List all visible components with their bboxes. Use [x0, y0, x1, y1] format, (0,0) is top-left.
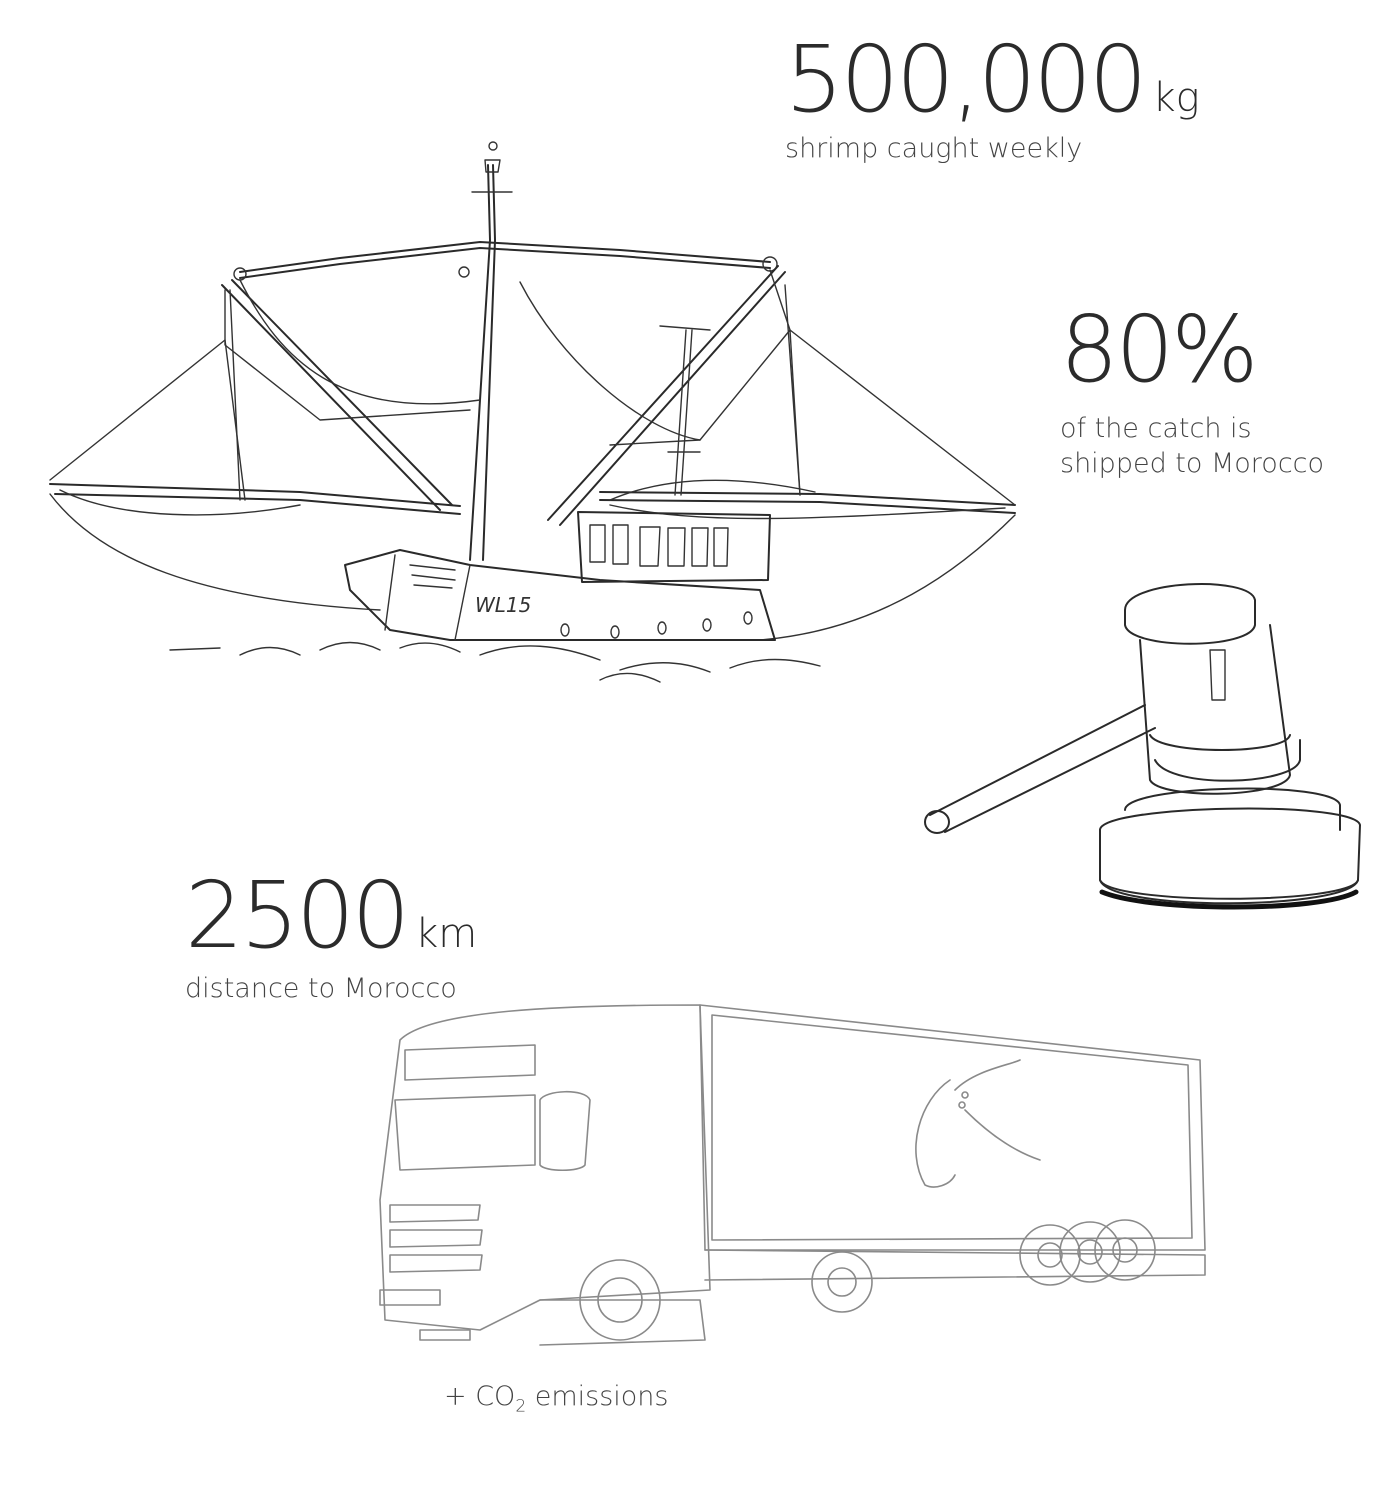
stat-export-caption-2: shipped to Morocco — [1060, 447, 1325, 479]
stat-catch: 500,000 kg shrimp caught weekly — [785, 34, 1200, 167]
emissions-subscript: 2 — [515, 1396, 527, 1417]
emissions-caption: + CO2 emissions — [444, 1380, 668, 1418]
stat-distance-unit: km — [415, 911, 478, 957]
stat-catch-caption: shrimp caught weekly — [785, 133, 1083, 164]
emissions-prefix: + CO — [444, 1381, 516, 1412]
stat-distance-value: 2500 — [185, 862, 410, 969]
stat-catch-value-row: 500,000 kg — [785, 34, 1200, 126]
stat-catch-unit: kg — [1152, 75, 1200, 121]
stat-distance: 2500 km distance to Morocco — [185, 870, 477, 1007]
emissions-suffix: emissions — [526, 1381, 669, 1412]
stat-export: 80% of the catch is shipped to Morocco — [1060, 304, 1324, 481]
stat-export-value: 80% — [1060, 296, 1258, 403]
stat-export-caption-1: of the catch is — [1060, 413, 1252, 444]
stat-distance-caption: distance to Morocco — [185, 973, 457, 1004]
stat-distance-value-row: 2500 km — [185, 870, 477, 962]
boat-registration: WL15 — [475, 593, 531, 617]
stat-catch-value: 500,000 — [785, 26, 1147, 133]
